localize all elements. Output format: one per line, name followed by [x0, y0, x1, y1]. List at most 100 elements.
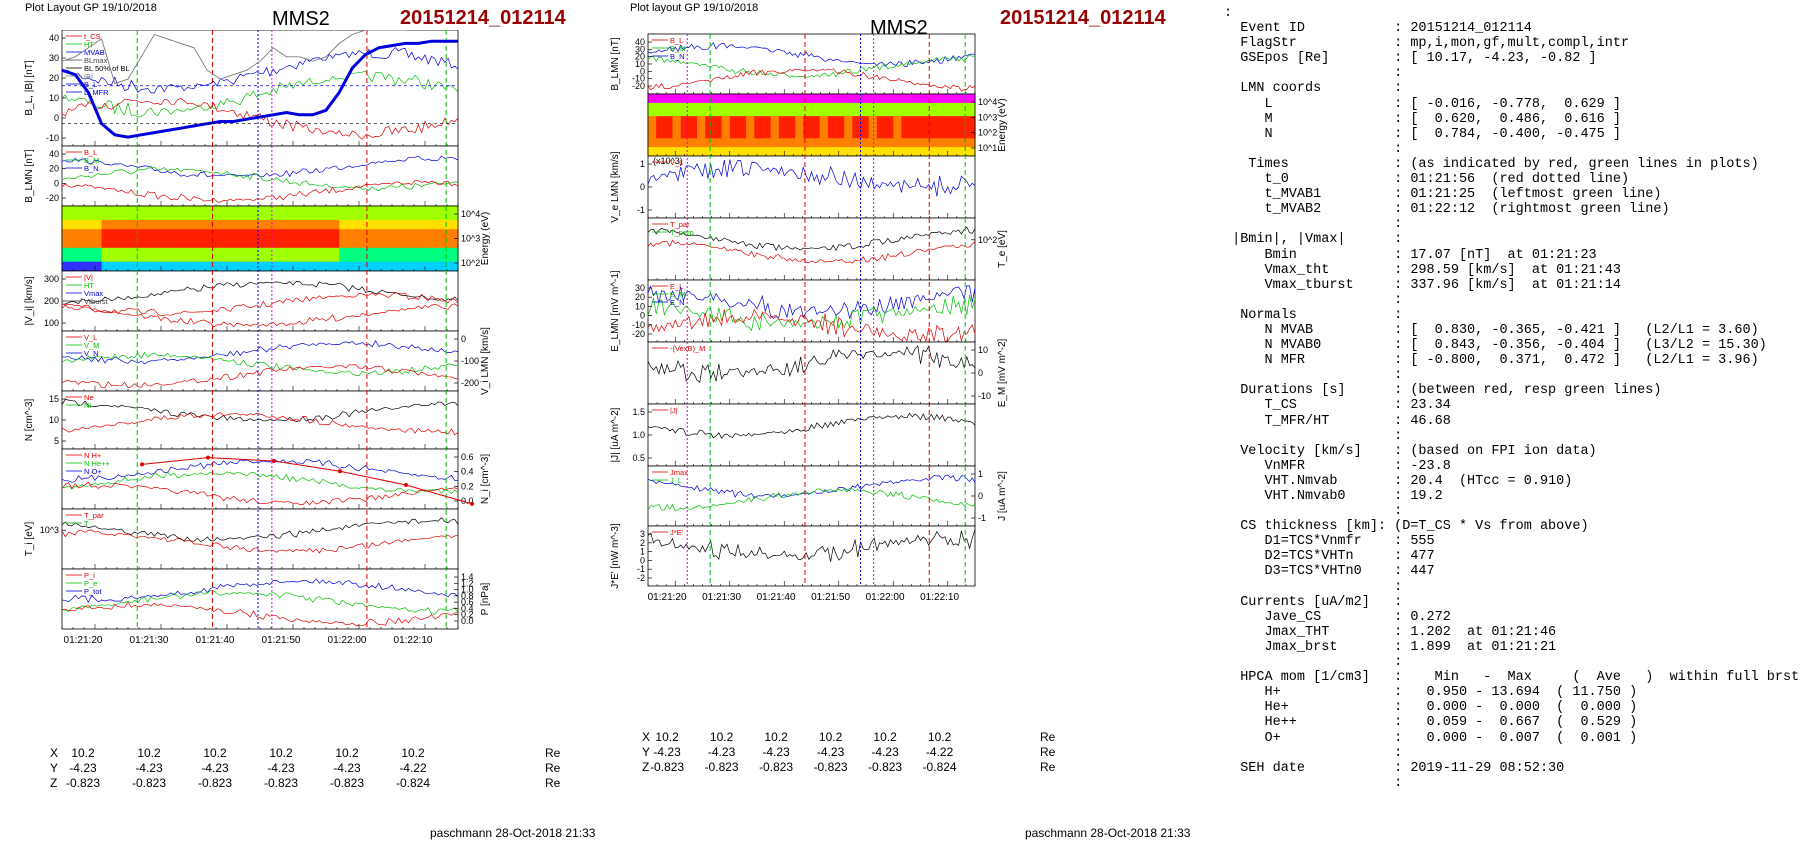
time-tick-0: 01:21:20 [64, 635, 103, 646]
panel-e-lmn-ytick-4: -10 [632, 320, 645, 330]
loc-value: -4.23 [707, 745, 736, 759]
panel-hpca-density-legend-1: N He++ [84, 459, 110, 468]
loc-value: 10.2 [203, 746, 227, 760]
panel-b-total-legend-5: |B| [84, 72, 93, 81]
loc-value: -4.23 [333, 761, 361, 775]
panel-vi-magnitude-ytick-1: 200 [44, 296, 59, 306]
panel-density-trace-1 [61, 412, 459, 436]
panel-e-lmn-legend-0: E_L [670, 282, 683, 291]
panel-density-ylabel: N [cm^-3] [24, 399, 35, 442]
panel-b-lmn-legend-1: B_M [84, 156, 99, 165]
time-tick-2: 01:21:40 [196, 635, 235, 646]
panel-vi-lmn-legend-1: V_M [84, 341, 99, 350]
panel-b-lmn-ytick-5: -10 [632, 74, 645, 84]
loc-label-x: X [642, 730, 651, 744]
panel-vi-magnitude-frame [61, 270, 459, 332]
panel-pressure-legend-2: P_tot [84, 587, 102, 596]
panel-electron-spectrogram-ylabel: Energy (eV) [997, 98, 1008, 151]
panel-b-lmn-trace-2 [61, 180, 459, 203]
panel-b-total-ytick-2: 20 [49, 73, 59, 83]
panel-jdote-ytick-4: -1 [637, 564, 645, 574]
loc-value: -4.23 [201, 761, 229, 775]
panel-pressure-ytick-0: 1.4 [461, 572, 474, 582]
loc-value: 10.2 [764, 730, 788, 744]
panel-pressure-legend-1: P_e [84, 579, 97, 588]
middle-location-table: X 10.2 10.2 10.2 10.2 10.2 10.2 Re Y -4.23 -4.23 -4… [610, 730, 1170, 780]
panel-b-total-trace-0 [61, 47, 459, 94]
loc-value: -4.22 [925, 745, 954, 759]
panel-pressure-ytick-4: 0.6 [461, 597, 474, 607]
panel-ion-spectrogram-ytick-1: 10^3 [461, 234, 480, 244]
loc-label-z: Z [50, 776, 58, 790]
panel-e-lmn-trace-0 [647, 285, 976, 320]
panel-pressure-ytick-3: 0.8 [461, 591, 474, 601]
panel-hpca-density-ytick-1: 0.4 [461, 467, 474, 477]
panel-te-ylabel: T_e [eV] [997, 230, 1008, 268]
panel-vi-magnitude-legend-3: Vtburst [84, 297, 109, 306]
loc-value: -4.23 [871, 745, 899, 759]
panel-b-total-legend-7: L_MFR [84, 88, 109, 97]
loc-value: -0.824 [922, 760, 957, 774]
panel-hpca-density-legend-2: N O+ [84, 467, 102, 476]
panel-hpca-density-trace-0 [61, 459, 459, 483]
panel-em-legend-0: -(VexB)_M [670, 344, 705, 353]
loc-value: -0.823 [868, 760, 903, 774]
time-tick-0: 01:21:20 [648, 592, 687, 603]
panel-j-lmn-trace-0 [647, 474, 976, 499]
loc-value: -0.823 [650, 760, 685, 774]
panel-vi-lmn-ytick-2: -200 [461, 378, 479, 388]
panel-jdote-ytick-3: 0 [640, 555, 645, 565]
loc-value: -4.23 [69, 761, 97, 775]
panel-temperature-ytick-0: 10^3 [40, 525, 59, 535]
loc-value: -0.823 [329, 776, 365, 790]
panel-b-total-legend-1: HT [84, 40, 94, 49]
panel-b-total-legend-4: BL 50% of BL [84, 64, 130, 73]
panel-density-ytick-0: 15 [49, 394, 59, 404]
loc-value: -4.22 [399, 761, 427, 775]
panel-density-trace-0 [61, 399, 459, 422]
loc-label-y: Y [642, 745, 651, 759]
panel-hpca-density-legend-0: N H+ [84, 451, 102, 460]
panel-electron-spectrogram-ytick-3: 10^1 [978, 143, 997, 153]
panel-vi-magnitude-trace-1 [61, 292, 459, 317]
panel-j-magnitude-frame [647, 403, 976, 467]
panel-b-lmn-ytick-3: -20 [46, 193, 59, 203]
panel-ve-lmn-ytick-0: 1 [640, 159, 645, 169]
loc-value: -0.823 [263, 776, 299, 790]
middle-footer: paschmann 28-Oct-2018 21:33 [1025, 826, 1191, 840]
event-info-text: : Event ID : 20151214_012114 FlagStr : m… [1224, 6, 1799, 791]
panel-b-lmn-trace-0 [61, 155, 459, 178]
loc-unit: Re [545, 776, 561, 790]
panel-b-total-ytick-0: 40 [49, 33, 59, 43]
panel-e-lmn-ytick-2: 10 [635, 301, 645, 311]
left-b-bl-series [61, 39, 458, 139]
loc-value: -4.23 [135, 761, 163, 775]
panel-b-total-frame [61, 30, 459, 147]
panel-em-ytick-1: 0 [978, 368, 983, 378]
panel-em-frame [647, 341, 976, 405]
panel-pressure-ylabel: P [nPa] [480, 582, 491, 615]
panel-ve-lmn-ytick-1: 0 [640, 182, 645, 192]
loc-value: 10.2 [335, 746, 359, 760]
panel-e-lmn-ylabel: E_LMN [mV m^-1] [610, 270, 621, 352]
panel-b-lmn-ytick-1: 30 [635, 44, 645, 54]
panel-ve-lmn-scale: (x10^3) [653, 156, 683, 166]
loc-value: 10.2 [655, 730, 679, 744]
panel-jdote-ytick-1: 2 [640, 538, 645, 548]
panel-vi-magnitude-ytick-0: 300 [44, 274, 59, 284]
panel-temperature-trace-1 [61, 529, 459, 554]
panel-ve-lmn-legend-0: V_L [670, 158, 683, 167]
panel-temperature-legend-1: T [84, 519, 89, 528]
panel-density-legend-1: Ni [84, 401, 91, 410]
panel-j-magnitude-trace-0 [647, 412, 976, 439]
panel-j-lmn-ylabel: J [uA m^-2] [997, 471, 1008, 521]
left-footer: paschmann 28-Oct-2018 21:33 [430, 826, 596, 840]
time-tick-1: 01:21:30 [702, 592, 741, 603]
panel-pressure-ytick-2: 1.0 [461, 585, 474, 595]
panel-b-lmn-legend-2: B_N [670, 52, 685, 61]
left-hpca-point-1 [206, 455, 210, 460]
panel-b-lmn-legend-0: B_L [84, 148, 97, 157]
panel-vi-magnitude-trace-0 [61, 280, 459, 305]
panel-density-legend-0: Ne [84, 393, 94, 402]
panel-b-lmn-ytick-4: 0 [640, 66, 645, 76]
